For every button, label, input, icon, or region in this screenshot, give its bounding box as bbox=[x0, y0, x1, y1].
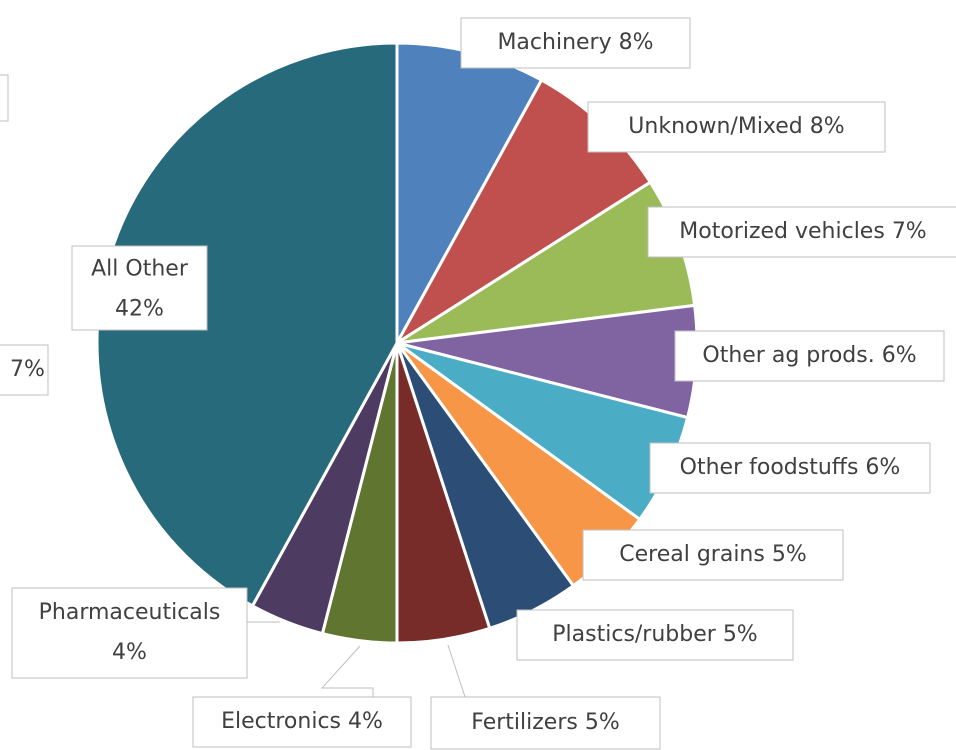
value-label: 6% bbox=[865, 455, 900, 480]
label-text: Pharmaceuticals 4% bbox=[39, 600, 221, 665]
value-label: 5% bbox=[585, 710, 620, 735]
label-box bbox=[192, 696, 412, 748]
label-text: Cereal grains 5% bbox=[619, 542, 807, 567]
data-label: Pharmaceuticals 4% bbox=[11, 587, 248, 679]
data-label: All Other 42% bbox=[71, 245, 208, 331]
value-label: 5% bbox=[723, 622, 758, 647]
label-text: Electronics 4% bbox=[221, 709, 383, 734]
data-label: Other foodstuffs 6% bbox=[649, 442, 931, 494]
label-box bbox=[649, 442, 931, 494]
leader-line bbox=[320, 645, 374, 697]
value-label: 6% bbox=[882, 343, 917, 368]
data-label: Electronics 4% bbox=[192, 696, 412, 748]
value-label: 8% bbox=[619, 30, 654, 55]
value-label: 4% bbox=[348, 709, 383, 734]
label-box bbox=[11, 587, 248, 679]
category-label: Other ag prods. bbox=[702, 343, 874, 368]
data-label: Fertilizers 5% bbox=[430, 696, 661, 750]
label-box bbox=[516, 609, 794, 661]
value-label: 4% bbox=[112, 640, 147, 665]
category-label: Other foodstuffs bbox=[680, 455, 859, 480]
data-label: Cereal grains 5% bbox=[582, 529, 844, 581]
value-label: 8% bbox=[810, 114, 845, 139]
label-text: Unknown/Mixed 8% bbox=[628, 114, 844, 139]
label-box bbox=[460, 17, 691, 69]
category-label: Machinery bbox=[497, 30, 611, 55]
category-label: Plastics/rubber bbox=[552, 622, 716, 647]
label-text: All Other 42% bbox=[91, 257, 189, 322]
category-label: Unknown/Mixed bbox=[628, 114, 802, 139]
data-label: Plastics/rubber 5% bbox=[516, 609, 794, 661]
label-box bbox=[587, 101, 886, 153]
label-box bbox=[647, 206, 956, 258]
label-box bbox=[582, 529, 844, 581]
label-text: Other ag prods. 6% bbox=[702, 343, 916, 368]
data-label: Motorized vehicles 7% bbox=[647, 206, 956, 258]
label-text: Plastics/rubber 5% bbox=[552, 622, 757, 647]
category-label: Motorized vehicles bbox=[679, 219, 885, 244]
category-label: Fertilizers bbox=[471, 710, 578, 735]
cropped-label-box bbox=[0, 74, 9, 122]
label-text: Other foodstuffs 6% bbox=[680, 455, 901, 480]
data-label: Machinery 8% bbox=[460, 17, 691, 69]
label-text: Machinery 8% bbox=[497, 30, 653, 55]
category-label: Electronics bbox=[221, 709, 341, 734]
cropped-label-box bbox=[0, 344, 49, 396]
label-box bbox=[674, 330, 945, 382]
value-label: 7% bbox=[892, 219, 927, 244]
value-label: 5% bbox=[772, 542, 807, 567]
annotation: 7% bbox=[10, 357, 45, 382]
category-label: All Other bbox=[91, 257, 189, 282]
category-label: Cereal grains bbox=[619, 542, 765, 567]
data-label: Unknown/Mixed 8% bbox=[587, 101, 886, 153]
label-box bbox=[71, 245, 208, 331]
leader-line bbox=[447, 644, 466, 698]
data-label: Other ag prods. 6% bbox=[674, 330, 945, 382]
label-text: Fertilizers 5% bbox=[471, 710, 620, 735]
value-label: 42% bbox=[115, 297, 164, 322]
category-label: Pharmaceuticals bbox=[39, 600, 221, 625]
label-text: Motorized vehicles 7% bbox=[679, 219, 926, 244]
label-box bbox=[430, 696, 661, 750]
